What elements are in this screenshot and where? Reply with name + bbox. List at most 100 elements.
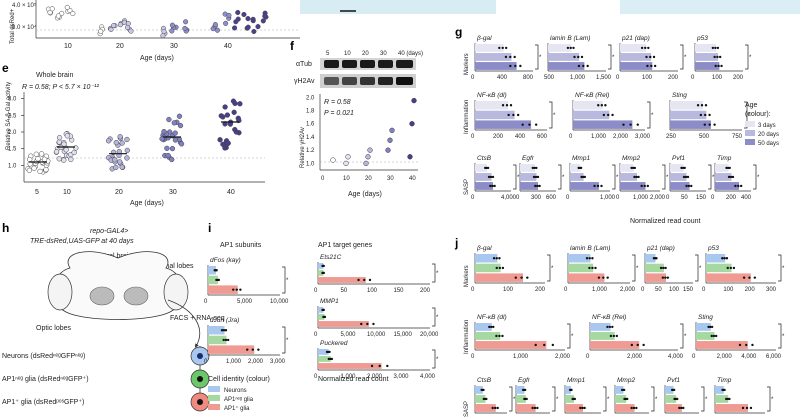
e-stat: R = 0.58; P < 5.7 × 10⁻¹² xyxy=(22,84,99,91)
g-point xyxy=(708,113,711,117)
j-bar xyxy=(475,395,486,403)
g-legend-swatch xyxy=(745,139,755,145)
e-dot xyxy=(124,136,130,143)
i-gene-label: Ets21C xyxy=(320,254,342,261)
e-dot xyxy=(68,156,74,163)
i-legend-swatch xyxy=(208,386,220,392)
g-point xyxy=(597,104,600,107)
svg-text:*: * xyxy=(571,334,574,340)
j-tick: 0 xyxy=(471,354,475,360)
g-gene-label: Timp xyxy=(717,155,732,162)
j-gene-label: NF-κB (dl) xyxy=(477,314,507,321)
g-legend-item: 3 days xyxy=(758,123,776,129)
g-point xyxy=(711,46,715,50)
i-tick: 4,000 xyxy=(420,374,436,380)
e-dot xyxy=(169,145,176,152)
g-tick: 0 xyxy=(616,195,620,201)
antennal-lobe-left xyxy=(89,286,115,306)
g-gene-label: p21 (dap) xyxy=(621,35,650,42)
j-bar xyxy=(645,273,666,282)
g-point xyxy=(686,175,690,179)
f-age-labels: 5 10 20 30 40 (days) xyxy=(326,51,423,57)
g-tick: 400 xyxy=(497,75,508,81)
g-point xyxy=(600,104,604,107)
f-dot xyxy=(343,160,349,167)
j-point xyxy=(661,276,665,279)
j-point xyxy=(514,276,517,279)
svg-text:*: * xyxy=(436,315,439,321)
g-bar xyxy=(548,44,572,52)
svg-text:*: * xyxy=(286,278,289,284)
i-bar xyxy=(318,321,369,327)
f-xlabel: Age (days) xyxy=(348,191,382,198)
i-point xyxy=(330,357,334,361)
e-dot xyxy=(124,147,130,154)
j-tick: 0 xyxy=(586,354,590,360)
panel-label-j: j xyxy=(454,236,458,250)
e-ytick: 3.0 xyxy=(8,97,17,103)
g-point xyxy=(504,55,508,59)
g-point xyxy=(486,166,490,170)
g-tick: 500 xyxy=(699,134,710,140)
j-point xyxy=(495,266,498,270)
g-bar xyxy=(670,101,703,110)
d-dot xyxy=(232,25,238,31)
e-dot xyxy=(224,112,231,118)
j-point xyxy=(536,406,539,410)
j-gene-label: β-gal xyxy=(476,245,492,252)
svg-text:*: * xyxy=(616,175,619,181)
i-tick: 5,000 xyxy=(237,299,253,305)
j-tick: 4,000 xyxy=(741,354,757,360)
g-gene-label: p53 xyxy=(696,35,708,42)
g-point xyxy=(573,55,576,59)
i-point xyxy=(386,364,389,368)
svg-text:*: * xyxy=(553,113,556,119)
j-bar xyxy=(516,386,525,394)
f-xtick: 30 xyxy=(387,176,394,182)
i-bar xyxy=(208,326,225,335)
i-bar xyxy=(318,270,324,276)
g-gene-label: CtsB xyxy=(477,155,492,162)
f-dot xyxy=(385,147,391,153)
f-age: 40 (days) xyxy=(398,51,423,57)
g-point xyxy=(643,184,646,188)
svg-text:*: * xyxy=(612,55,615,61)
i-point xyxy=(235,288,239,291)
e-dot xyxy=(27,156,33,163)
g-legend: 3 days 20 days 50 days xyxy=(745,121,779,147)
j-point xyxy=(636,343,639,347)
j-bar xyxy=(475,254,498,263)
g-bar xyxy=(620,173,637,181)
g-point xyxy=(633,175,636,179)
i-bar xyxy=(318,363,382,369)
j-tick: 1,000 xyxy=(592,287,608,293)
g-tick: 400 xyxy=(515,134,526,140)
g-bar xyxy=(475,164,487,172)
g-legend-swatch xyxy=(745,130,755,136)
j-point xyxy=(659,266,663,270)
f-xticks: 0 10 20 30 40 xyxy=(321,176,416,182)
j-point xyxy=(526,276,529,279)
g-bar xyxy=(670,120,711,129)
e-xticks: 5 10 20 30 40 xyxy=(35,189,235,196)
g-point xyxy=(716,55,719,59)
g-point xyxy=(536,184,539,188)
j-point xyxy=(485,397,488,401)
j-group-label: SASP xyxy=(464,401,470,417)
e-dot xyxy=(35,156,41,162)
j-point xyxy=(726,266,729,270)
j-point xyxy=(588,257,591,260)
panel-label-e: e xyxy=(2,61,9,75)
g-gene-label: Egfr xyxy=(522,155,535,162)
svg-text:*: * xyxy=(556,397,559,403)
j-gene-label: p21 (dap) xyxy=(646,245,675,252)
i-point xyxy=(360,322,363,326)
g-point xyxy=(713,55,716,59)
j-point xyxy=(608,325,612,329)
j-bar xyxy=(568,254,591,263)
j-bar xyxy=(475,386,483,394)
g-point xyxy=(739,184,743,188)
j-point xyxy=(751,343,754,347)
i-tick: 0 xyxy=(204,299,208,305)
